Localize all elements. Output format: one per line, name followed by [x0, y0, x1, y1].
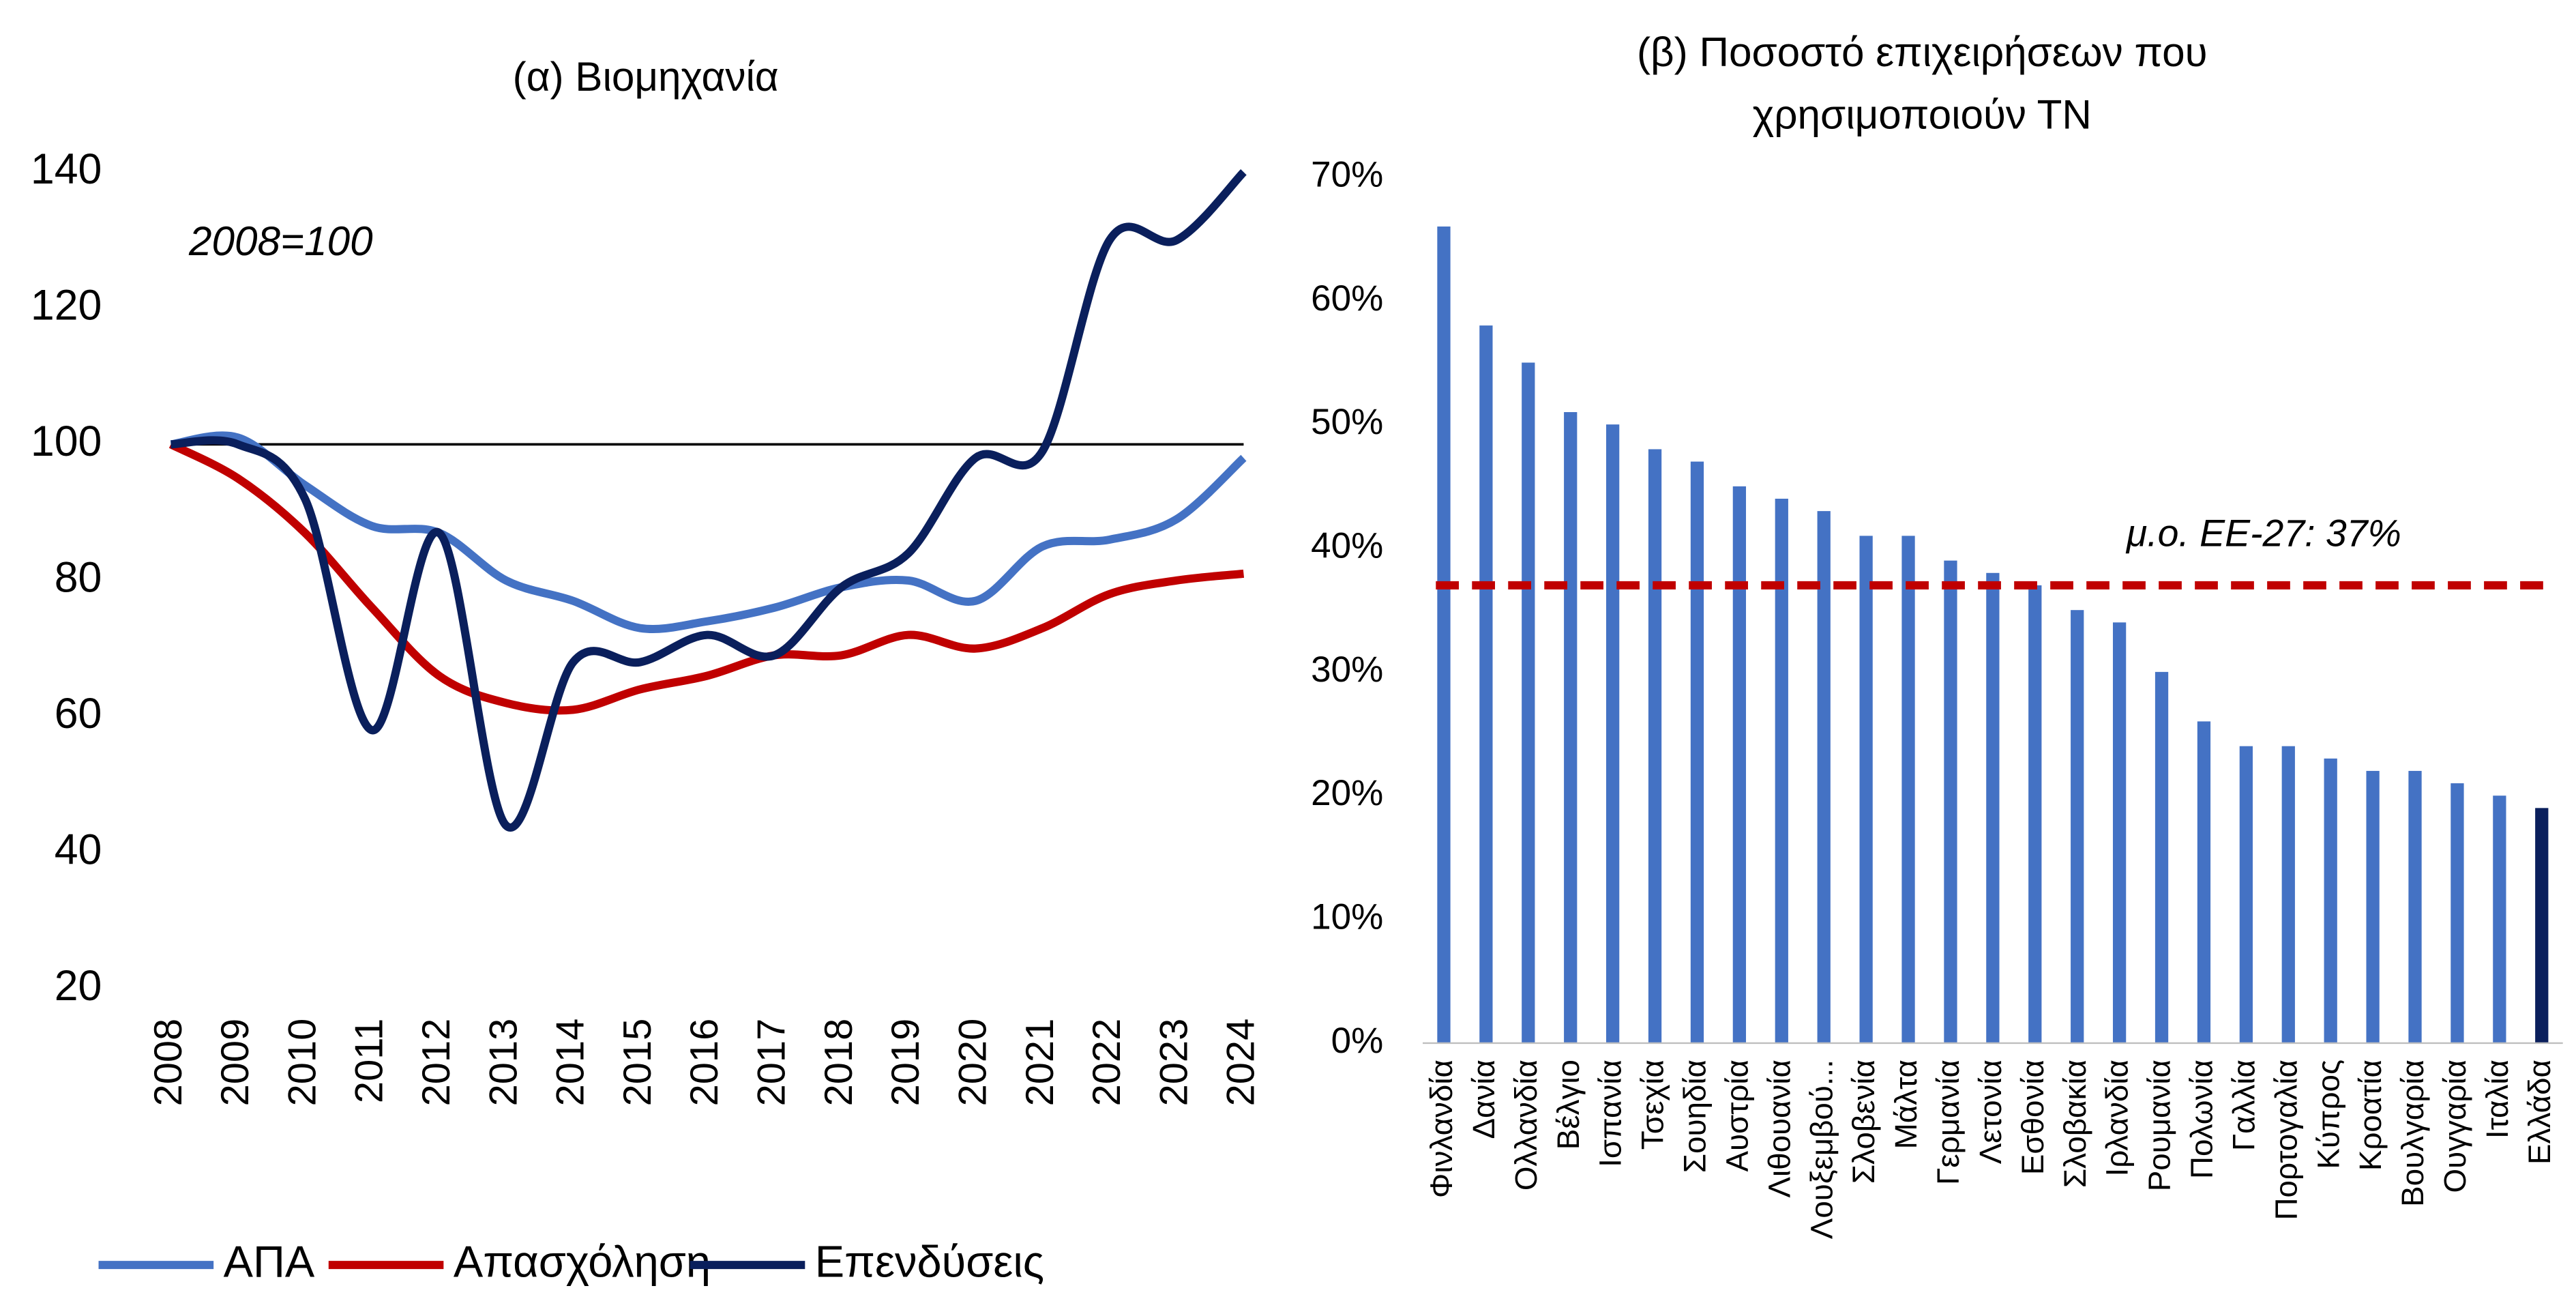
x-tick-label: Γερμανία [1931, 1060, 1966, 1185]
x-tick-label: Ιρλανδία [2100, 1060, 2135, 1176]
bar [1901, 536, 1915, 1043]
bar [2451, 783, 2464, 1043]
bar [1606, 424, 1620, 1043]
bar [2239, 746, 2253, 1043]
bar [2366, 770, 2380, 1043]
bar [1732, 486, 1747, 1043]
legend-label: ΑΠΑ [224, 1236, 315, 1286]
bar [1648, 449, 1662, 1043]
y-tick-label: 30% [1311, 650, 1383, 690]
x-tick-label: Σλοβακία [2058, 1060, 2092, 1188]
bar [2408, 770, 2422, 1043]
background [0, 3, 2576, 1296]
line-series [168, 440, 1245, 715]
x-tick-label: 2015 [616, 1019, 660, 1107]
x-tick-label: Ισπανία [1593, 1060, 1628, 1167]
chart-title: (β) Ποσοστό επιχειρήσεων που [1637, 29, 2208, 75]
x-tick-label: 2021 [1018, 1019, 1062, 1107]
x-tick-label: Μάλτα [1889, 1060, 1923, 1149]
bar [1944, 560, 1957, 1043]
bar [1522, 362, 1535, 1043]
bar [1859, 536, 1873, 1043]
bar [2028, 585, 2042, 1043]
legend-label: Απασχόληση [454, 1236, 711, 1286]
x-tick-label: Ελλάδα [2522, 1060, 2557, 1165]
x-tick-label: Ρουμανία [2142, 1060, 2177, 1191]
bar [2324, 758, 2337, 1043]
x-tick-label: Ολλανδία [1509, 1060, 1543, 1191]
bar [2535, 808, 2549, 1043]
y-tick-label: 40 [55, 826, 102, 873]
x-tick-label: 2013 [482, 1019, 525, 1107]
y-tick-label: 80 [55, 553, 102, 601]
bar [2071, 610, 2084, 1043]
x-tick-label: 2019 [884, 1019, 928, 1107]
x-tick-label: Λιθουανία [1762, 1060, 1796, 1198]
x-tick-label: 2018 [817, 1019, 861, 1107]
x-tick-label: Γαλλία [2226, 1060, 2261, 1151]
x-tick-label: 2016 [683, 1019, 726, 1107]
x-tick-label: 2022 [1085, 1019, 1129, 1107]
bar [1986, 572, 2000, 1043]
x-tick-label: Ιταλία [2480, 1060, 2515, 1139]
x-tick-label: 2009 [213, 1019, 257, 1107]
bar [2155, 671, 2169, 1043]
x-tick-label: Πολωνία [2185, 1060, 2219, 1179]
x-tick-label: 2008 [147, 1019, 190, 1107]
x-tick-label: Δανία [1466, 1060, 1501, 1139]
y-tick-label: 20% [1311, 773, 1383, 813]
x-tick-label: Βέλγιο [1551, 1060, 1586, 1150]
x-tick-label: Λουξεμβού... [1804, 1060, 1839, 1239]
bar [2493, 796, 2506, 1043]
x-tick-label: 2024 [1219, 1019, 1263, 1107]
average-label: μ.ο. ΕΕ-27: 37% [2125, 512, 2401, 554]
y-tick-label: 70% [1311, 154, 1383, 194]
x-tick-label: Σλοβενία [1846, 1060, 1881, 1184]
x-tick-label: Εσθονία [2015, 1060, 2050, 1175]
bar [1817, 511, 1831, 1043]
y-tick-label: 50% [1311, 402, 1383, 442]
x-tick-label: Ουγγαρία [2438, 1060, 2472, 1193]
x-tick-label: Τσεχία [1635, 1060, 1670, 1150]
y-tick-label: 120 [31, 281, 102, 329]
bar [1690, 461, 1704, 1043]
x-tick-label: 2023 [1152, 1019, 1196, 1107]
y-tick-label: 10% [1311, 897, 1383, 937]
legend-label: Επενδύσεις [815, 1236, 1044, 1286]
bar [2281, 746, 2295, 1043]
bar [1479, 325, 1493, 1043]
line-series [171, 169, 1247, 832]
y-tick-label: 40% [1311, 526, 1383, 566]
x-tick-label: Φινλανδία [1424, 1060, 1459, 1198]
chart-title: (α) Βιομηχανία [513, 53, 779, 100]
x-tick-label: Πορτογαλία [2268, 1060, 2303, 1221]
x-tick-label: 2014 [549, 1019, 593, 1107]
x-tick-label: 2017 [750, 1019, 794, 1107]
y-tick-label: 100 [31, 418, 102, 465]
x-tick-label: Σουηδία [1678, 1060, 1713, 1173]
chart-title: χρησιμοποιούν ΤΝ [1753, 91, 2092, 138]
x-tick-label: 2010 [280, 1019, 324, 1107]
bar [1437, 227, 1451, 1043]
y-tick-label: 60 [55, 690, 102, 738]
annotation: 2008=100 [188, 218, 373, 264]
bar [2197, 721, 2211, 1043]
y-tick-label: 140 [31, 145, 102, 193]
x-tick-label: 2011 [348, 1019, 391, 1103]
x-tick-label: Κροατία [2353, 1060, 2388, 1171]
x-tick-label: Κύπρος [2311, 1060, 2345, 1169]
bar [1775, 498, 1788, 1043]
x-tick-label: Λετονία [1973, 1060, 2008, 1164]
x-tick-label: Βουλγαρία [2395, 1060, 2430, 1207]
x-tick-label: 2020 [951, 1019, 994, 1107]
bar [1564, 412, 1578, 1043]
y-tick-label: 0% [1331, 1021, 1384, 1061]
x-tick-label: Αυστρία [1719, 1060, 1754, 1171]
line-series [170, 431, 1247, 634]
y-tick-label: 60% [1311, 278, 1383, 319]
bar [2112, 622, 2127, 1043]
y-tick-label: 20 [55, 962, 102, 1010]
x-tick-label: 2012 [415, 1019, 458, 1107]
